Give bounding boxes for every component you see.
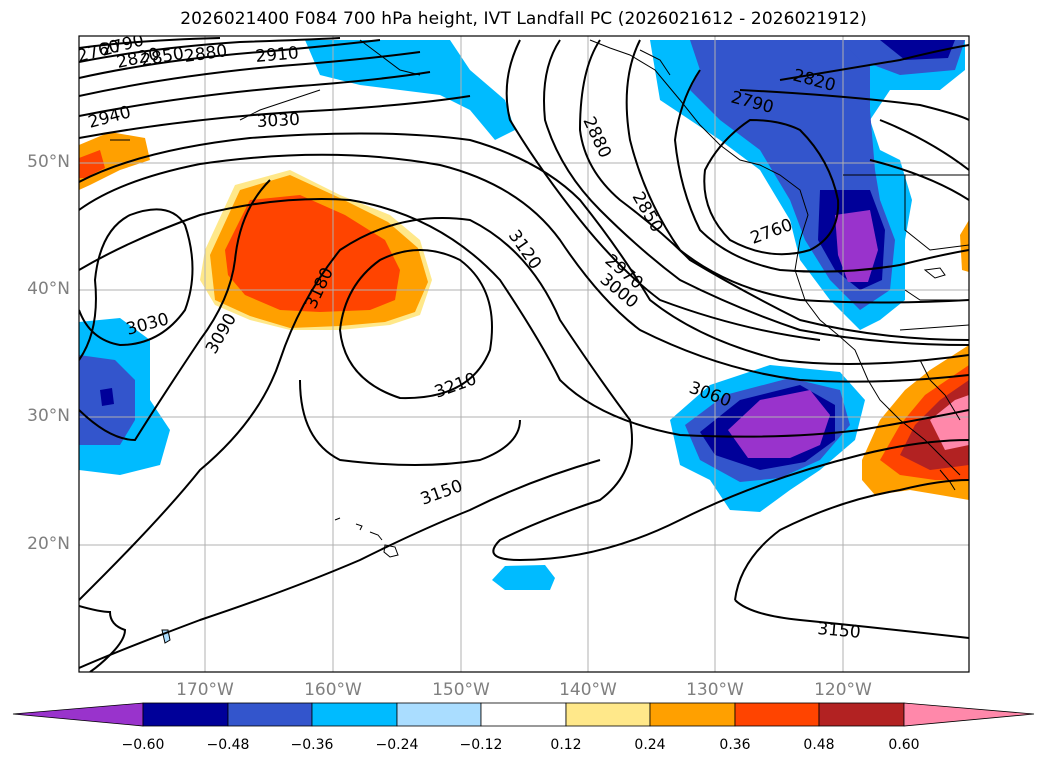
colorbar-tick: −0.60 xyxy=(121,737,165,753)
colorbar-extend-low xyxy=(12,702,144,727)
contour-label: 3150 xyxy=(817,619,862,643)
lon-label-150w: 150°W xyxy=(432,680,490,700)
map-frame xyxy=(78,35,970,673)
contour-label: 2880 xyxy=(183,41,229,67)
colorbar-bin xyxy=(649,702,736,727)
colorbar-tick: −0.12 xyxy=(459,737,503,753)
lat-label-40n: 40°N xyxy=(27,279,70,299)
lon-label-130w: 130°W xyxy=(686,680,744,700)
colorbar-tick: 0.12 xyxy=(550,737,582,753)
lat-label-50n: 50°N xyxy=(27,152,70,172)
colorbar-bin xyxy=(565,702,651,727)
colorbar-tick: 0.60 xyxy=(888,737,920,753)
map-panel: 2760 2790 2820 2850 2880 2910 2940 3030 … xyxy=(79,36,969,672)
colorbar-tick: 0.24 xyxy=(634,737,666,753)
lat-label-30n: 30°N xyxy=(27,406,70,426)
height-contours xyxy=(79,37,969,672)
colorbar-bin xyxy=(142,702,229,727)
lat-label-20n: 20°N xyxy=(27,534,70,554)
colorbar-tick: 0.48 xyxy=(803,737,835,753)
colorbar-bin xyxy=(227,702,313,727)
lon-label-160w: 160°W xyxy=(304,680,362,700)
colorbar-tick: −0.36 xyxy=(290,737,334,753)
contour-label: 2940 xyxy=(86,102,133,133)
colorbar-tick: 0.36 xyxy=(719,737,751,753)
colorbar-tick: −0.48 xyxy=(206,737,250,753)
gridlines xyxy=(79,36,969,672)
contour-label: 2910 xyxy=(255,43,300,67)
lon-label-140w: 140°W xyxy=(559,680,617,700)
coastlines xyxy=(110,39,969,644)
lon-label-170w: 170°W xyxy=(176,680,234,700)
contour-label: 2850 xyxy=(628,189,667,236)
contour-label: 2760 xyxy=(748,215,795,249)
colorbar-tick: −0.24 xyxy=(375,737,419,753)
colorbar-bin xyxy=(734,702,820,727)
colorbar-bin xyxy=(311,702,398,727)
contour-label: 3210 xyxy=(432,369,479,403)
colorbar xyxy=(12,702,1035,727)
colorbar-bin xyxy=(396,702,482,727)
contour-label: 3150 xyxy=(418,476,465,510)
colorbar-extend-high xyxy=(903,702,1035,727)
contour-label: 2880 xyxy=(578,114,614,162)
colorbar-bin xyxy=(818,702,905,727)
colorbar-bin xyxy=(480,702,567,727)
contour-label: 3090 xyxy=(202,310,241,357)
map-title: 2026021400 F084 700 hPa height, IVT Land… xyxy=(180,9,867,29)
contour-label: 3120 xyxy=(504,226,545,273)
contour-label: 3030 xyxy=(256,110,300,132)
lon-label-120w: 120°W xyxy=(814,680,872,700)
contour-label: 3030 xyxy=(124,309,171,340)
